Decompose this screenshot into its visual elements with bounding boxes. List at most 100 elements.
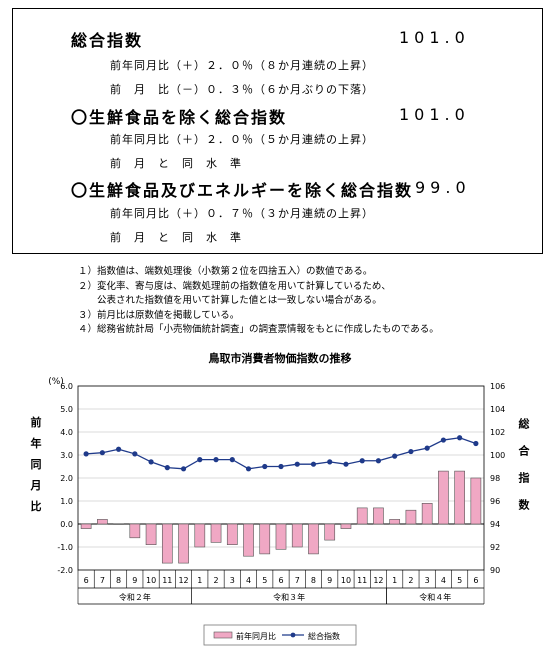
year-label: 令和４年 [419,592,451,602]
index-point-6 [164,465,170,471]
index-point-5 [148,459,154,465]
y-tick-right: 96 [490,497,500,506]
index-point-10 [229,457,235,463]
footnote-1: １）指数値は、端数処理後（小数第２位を四捨五入）の数値である。 [78,266,373,277]
footnotes: １）指数値は、端数処理後（小数第２位を四捨五入）の数値である。 ２）変化率、寄与… [78,265,439,338]
footnote-4: ３）前月比は原数値を掲載している。 [78,309,240,321]
bar-21 [405,509,417,525]
month-label: 9 [327,576,332,585]
index-point-21 [408,448,414,455]
bar-15 [308,523,319,555]
bar-8 [194,523,206,548]
y-tick-left: -2.0 [57,566,73,575]
year-label: 令和２年 [119,592,151,602]
index-point-22 [424,445,430,451]
year-label: 令和３年 [273,592,305,602]
footnote-3: 公表された指数値を用いて計算した値とは一致しない場合がある。 [78,295,382,306]
legend-label-bar: 前年同月比 [236,631,276,641]
bar-23 [438,470,449,525]
bar-14 [291,523,303,548]
bar-7 [178,523,189,564]
summary-row-2-detail-1: 前年同月比（＋）２．０％（５か月連続の上昇） [110,133,374,146]
y-tick-left: 5.0 [60,405,73,414]
month-label: 8 [116,576,121,585]
index-point-20 [392,453,398,459]
index-point-19 [375,458,382,464]
index-point-25 [473,440,479,447]
summary-row-2-label: 〇生鮮食品を除く総合指数 [71,108,288,127]
footnote-2: ２）変化率、寄与度は、端数処理前の指数値を用いて計算しているため、 [78,280,391,292]
bar-11 [243,523,254,557]
y-tick-left: 2.0 [60,474,73,483]
y-tick-right: 92 [490,543,500,552]
index-point-7 [180,466,187,472]
left-axis-label: 前年同月比 [30,415,42,513]
month-label: 8 [311,576,316,585]
month-label: 4 [441,576,446,585]
summary-row-2-value: 101.0 [399,105,470,124]
bar-9 [210,523,222,543]
bar-16 [324,523,336,541]
bar-17 [340,523,352,529]
index-point-23 [440,437,446,443]
index-point-24 [457,435,463,441]
summary-row-1-value: 101.0 [399,28,470,47]
summary-row-2-detail-2: 前 月 と 同 水 準 [110,157,242,170]
month-label: 11 [357,576,367,585]
summary-row-3-label: 〇生鮮食品及びエネルギーを除く総合指数 [71,181,414,200]
index-point-13 [278,463,284,470]
month-label: 12 [178,576,188,585]
legend: 前年同月比 総合指数 [203,624,357,646]
month-label: 4 [246,576,251,585]
y-tick-right: 104 [490,405,505,414]
index-point-12 [262,463,268,470]
y-tick-right: 90 [490,566,500,575]
right-axis-label: 総合指数 [519,417,531,512]
bar-3 [113,523,124,525]
plot-frame [77,385,485,571]
y-tick-left: 1.0 [60,497,73,506]
month-label: 1 [197,576,202,585]
chart-title: 鳥取市消費者物価指数の推移 [209,351,352,365]
left-axis-unit: (%) [48,377,64,387]
index-point-15 [310,461,317,467]
bar-1 [80,523,92,529]
legend-frame [203,624,357,646]
bar-6 [161,523,173,564]
month-label: 6 [473,576,478,585]
y-tick-right: 100 [490,451,505,460]
index-point-1 [83,451,89,457]
bar-22 [421,503,433,525]
y-tick-left: -1.0 [57,543,73,552]
bar-4 [129,523,141,539]
y-tick-left: 6.0 [60,382,73,391]
footnote-5: ４）総務省統計局「小売物価統計調査」の調査票情報をもとに作成したものである。 [78,324,439,335]
legend-swatch-bar [213,631,233,639]
month-label: 3 [425,576,430,585]
month-label: 7 [100,576,105,585]
bar-12 [259,523,271,555]
month-label: 5 [457,576,462,585]
index-point-9 [213,457,219,463]
index-point-17 [343,461,349,467]
bar-20 [389,519,401,525]
y-tick-right: 106 [490,382,505,391]
y-tick-left: 3.0 [60,451,73,460]
y-tick-left: 4.0 [60,428,73,437]
legend-label-line: 総合指数 [308,631,340,641]
month-label: 6 [84,576,89,585]
month-label: 1 [392,576,397,585]
y-tick-right: 98 [490,474,500,483]
index-point-16 [327,459,333,465]
y-tick-right: 94 [490,520,500,529]
index-point-11 [245,466,252,472]
cpi-chart: 鳥取市消費者物価指数の推移 (%) 前年同月比 総合指数 6.0 5.0 4.0 3.… [30,351,531,646]
bar-5 [145,523,157,546]
index-point-14 [294,461,300,467]
summary-row-1-detail-1: 前年同月比（＋）２．０％（８か月連続の上昇） [110,59,374,72]
month-label: 11 [162,576,172,585]
legend-swatch-point [290,632,296,638]
month-label: 6 [278,576,283,585]
y-tick-left: 0.0 [60,520,73,529]
index-point-4 [132,451,138,457]
